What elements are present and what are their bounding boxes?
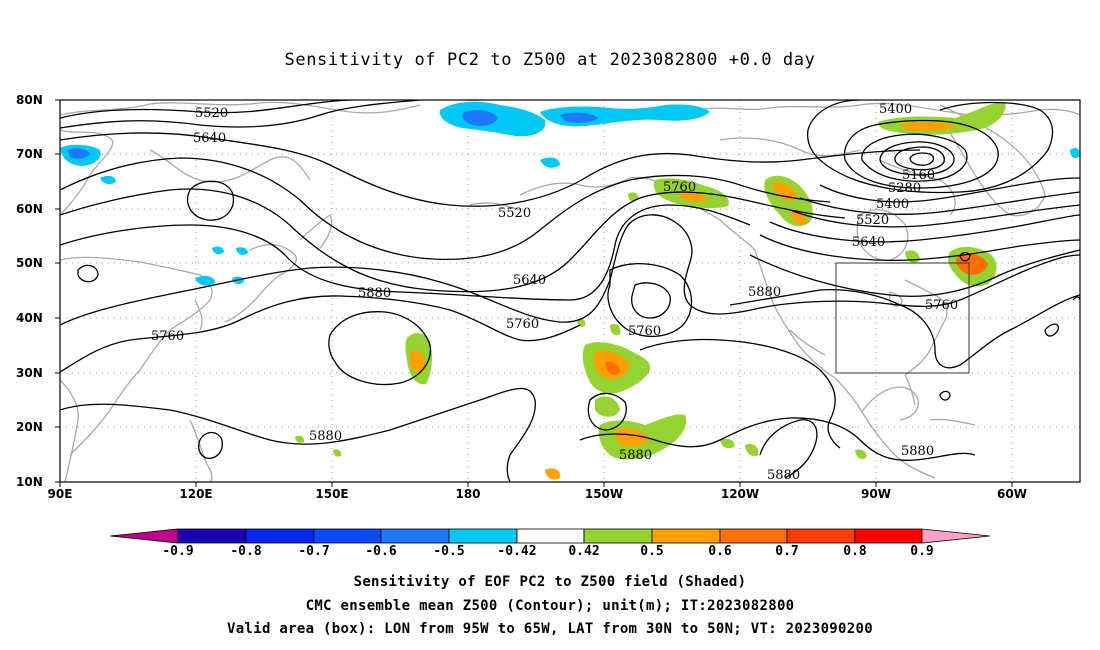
lon-tick-label: 150E: [315, 487, 349, 501]
colorbar-label: 0.6: [708, 544, 732, 559]
lon-tick-label: 120W: [720, 487, 760, 501]
contour-label: 5880: [309, 429, 342, 444]
contour-label: 5880: [901, 444, 934, 459]
colorbar-cell: [921, 528, 991, 544]
lon-tick-label: 90W: [861, 487, 891, 501]
contour-label: 5880: [619, 448, 652, 463]
map-frame: [59, 99, 1081, 483]
contour-label: 5400: [879, 102, 912, 117]
colorbar-cell: [651, 528, 721, 544]
contour-label: 5880: [358, 286, 391, 301]
caption-line-1: Sensitivity of EOF PC2 to Z500 field (Sh…: [353, 574, 747, 590]
lon-tick-label: 150W: [584, 487, 624, 501]
lat-tick-label: 60N: [16, 202, 43, 216]
caption-line-3: Valid area (box): LON from 95W to 65W, L…: [227, 621, 873, 637]
valid-area-box: [835, 262, 970, 374]
lon-tick-label: 60W: [997, 487, 1027, 501]
colorbar-label: -0.8: [230, 544, 262, 559]
colorbar-cell: [380, 528, 450, 544]
lat-tick-label: 20N: [16, 420, 43, 434]
colorbar-label: -0.42: [497, 544, 537, 559]
colorbar-label: 0.8: [843, 544, 867, 559]
contour-label: 5520: [856, 213, 889, 228]
colorbar-labels: -0.9 -0.8 -0.7 -0.6 -0.5 -0.42 0.42 0.5 …: [0, 544, 1100, 562]
colorbar-label: 0.5: [640, 544, 664, 559]
colorbar-cell: [786, 528, 856, 544]
contour-label: 5760: [628, 324, 661, 339]
caption-line-2: CMC ensemble mean Z500 (Contour); unit(m…: [305, 598, 795, 614]
contour-label: 5640: [193, 131, 226, 146]
colorbar-label: -0.5: [433, 544, 465, 559]
colorbar-cell: [245, 528, 315, 544]
colorbar-label: 0.7: [775, 544, 799, 559]
gridlines: [60, 100, 1080, 482]
contour-label: 5280: [888, 181, 921, 196]
lat-tick-label: 40N: [16, 311, 43, 325]
chart-title: Sensitivity of PC2 to Z500 at 2023082800…: [284, 50, 816, 70]
lat-tick-label: 30N: [16, 366, 43, 380]
contour-label: 5640: [852, 235, 885, 250]
contour-label: 5760: [663, 180, 696, 195]
colorbar-cell: [719, 528, 788, 544]
colorbar-label: -0.9: [162, 544, 194, 559]
contour-label: 5880: [767, 468, 800, 483]
lat-tick-label: 10N: [16, 475, 43, 489]
lon-tick-label: 120E: [179, 487, 213, 501]
colorbar-cell: [177, 528, 247, 544]
lon-tick-label: 180: [455, 487, 481, 501]
colorbar-label: 0.42: [568, 544, 600, 559]
contour-label: 5400: [876, 197, 909, 212]
colorbar-cell: [109, 528, 179, 544]
colorbar-label: 0.9: [910, 544, 934, 559]
tick-marks: [55, 99, 1013, 487]
colorbar-cell: [516, 528, 585, 544]
contour-label-group: 5520 5640 5520 5640 5760 5880 5760 5880 …: [151, 102, 958, 483]
colorbar-label: -0.6: [365, 544, 397, 559]
colorbar-label: -0.7: [298, 544, 330, 559]
contour-label: 5760: [151, 329, 184, 344]
colorbar-cell: [583, 528, 653, 544]
colorbar-cell: [313, 528, 382, 544]
sensitivity-shading: [60, 101, 1080, 480]
lat-tick-label: 50N: [16, 256, 43, 270]
colorbar-cell: [448, 528, 518, 544]
lat-tick-label: 80N: [16, 93, 43, 107]
contour-label: 5640: [513, 273, 546, 288]
contour-label: 5160: [902, 168, 935, 183]
contour-label: 5520: [498, 206, 531, 221]
colorbar-cell: [854, 528, 923, 544]
contour-label: 5520: [195, 106, 228, 121]
contour-label: 5760: [506, 317, 539, 332]
lat-tick-label: 70N: [16, 147, 43, 161]
lon-tick-label: 90E: [47, 487, 73, 501]
contour-label: 5760: [925, 298, 958, 313]
colorbar: [109, 528, 991, 544]
contour-label: 5880: [748, 285, 781, 300]
